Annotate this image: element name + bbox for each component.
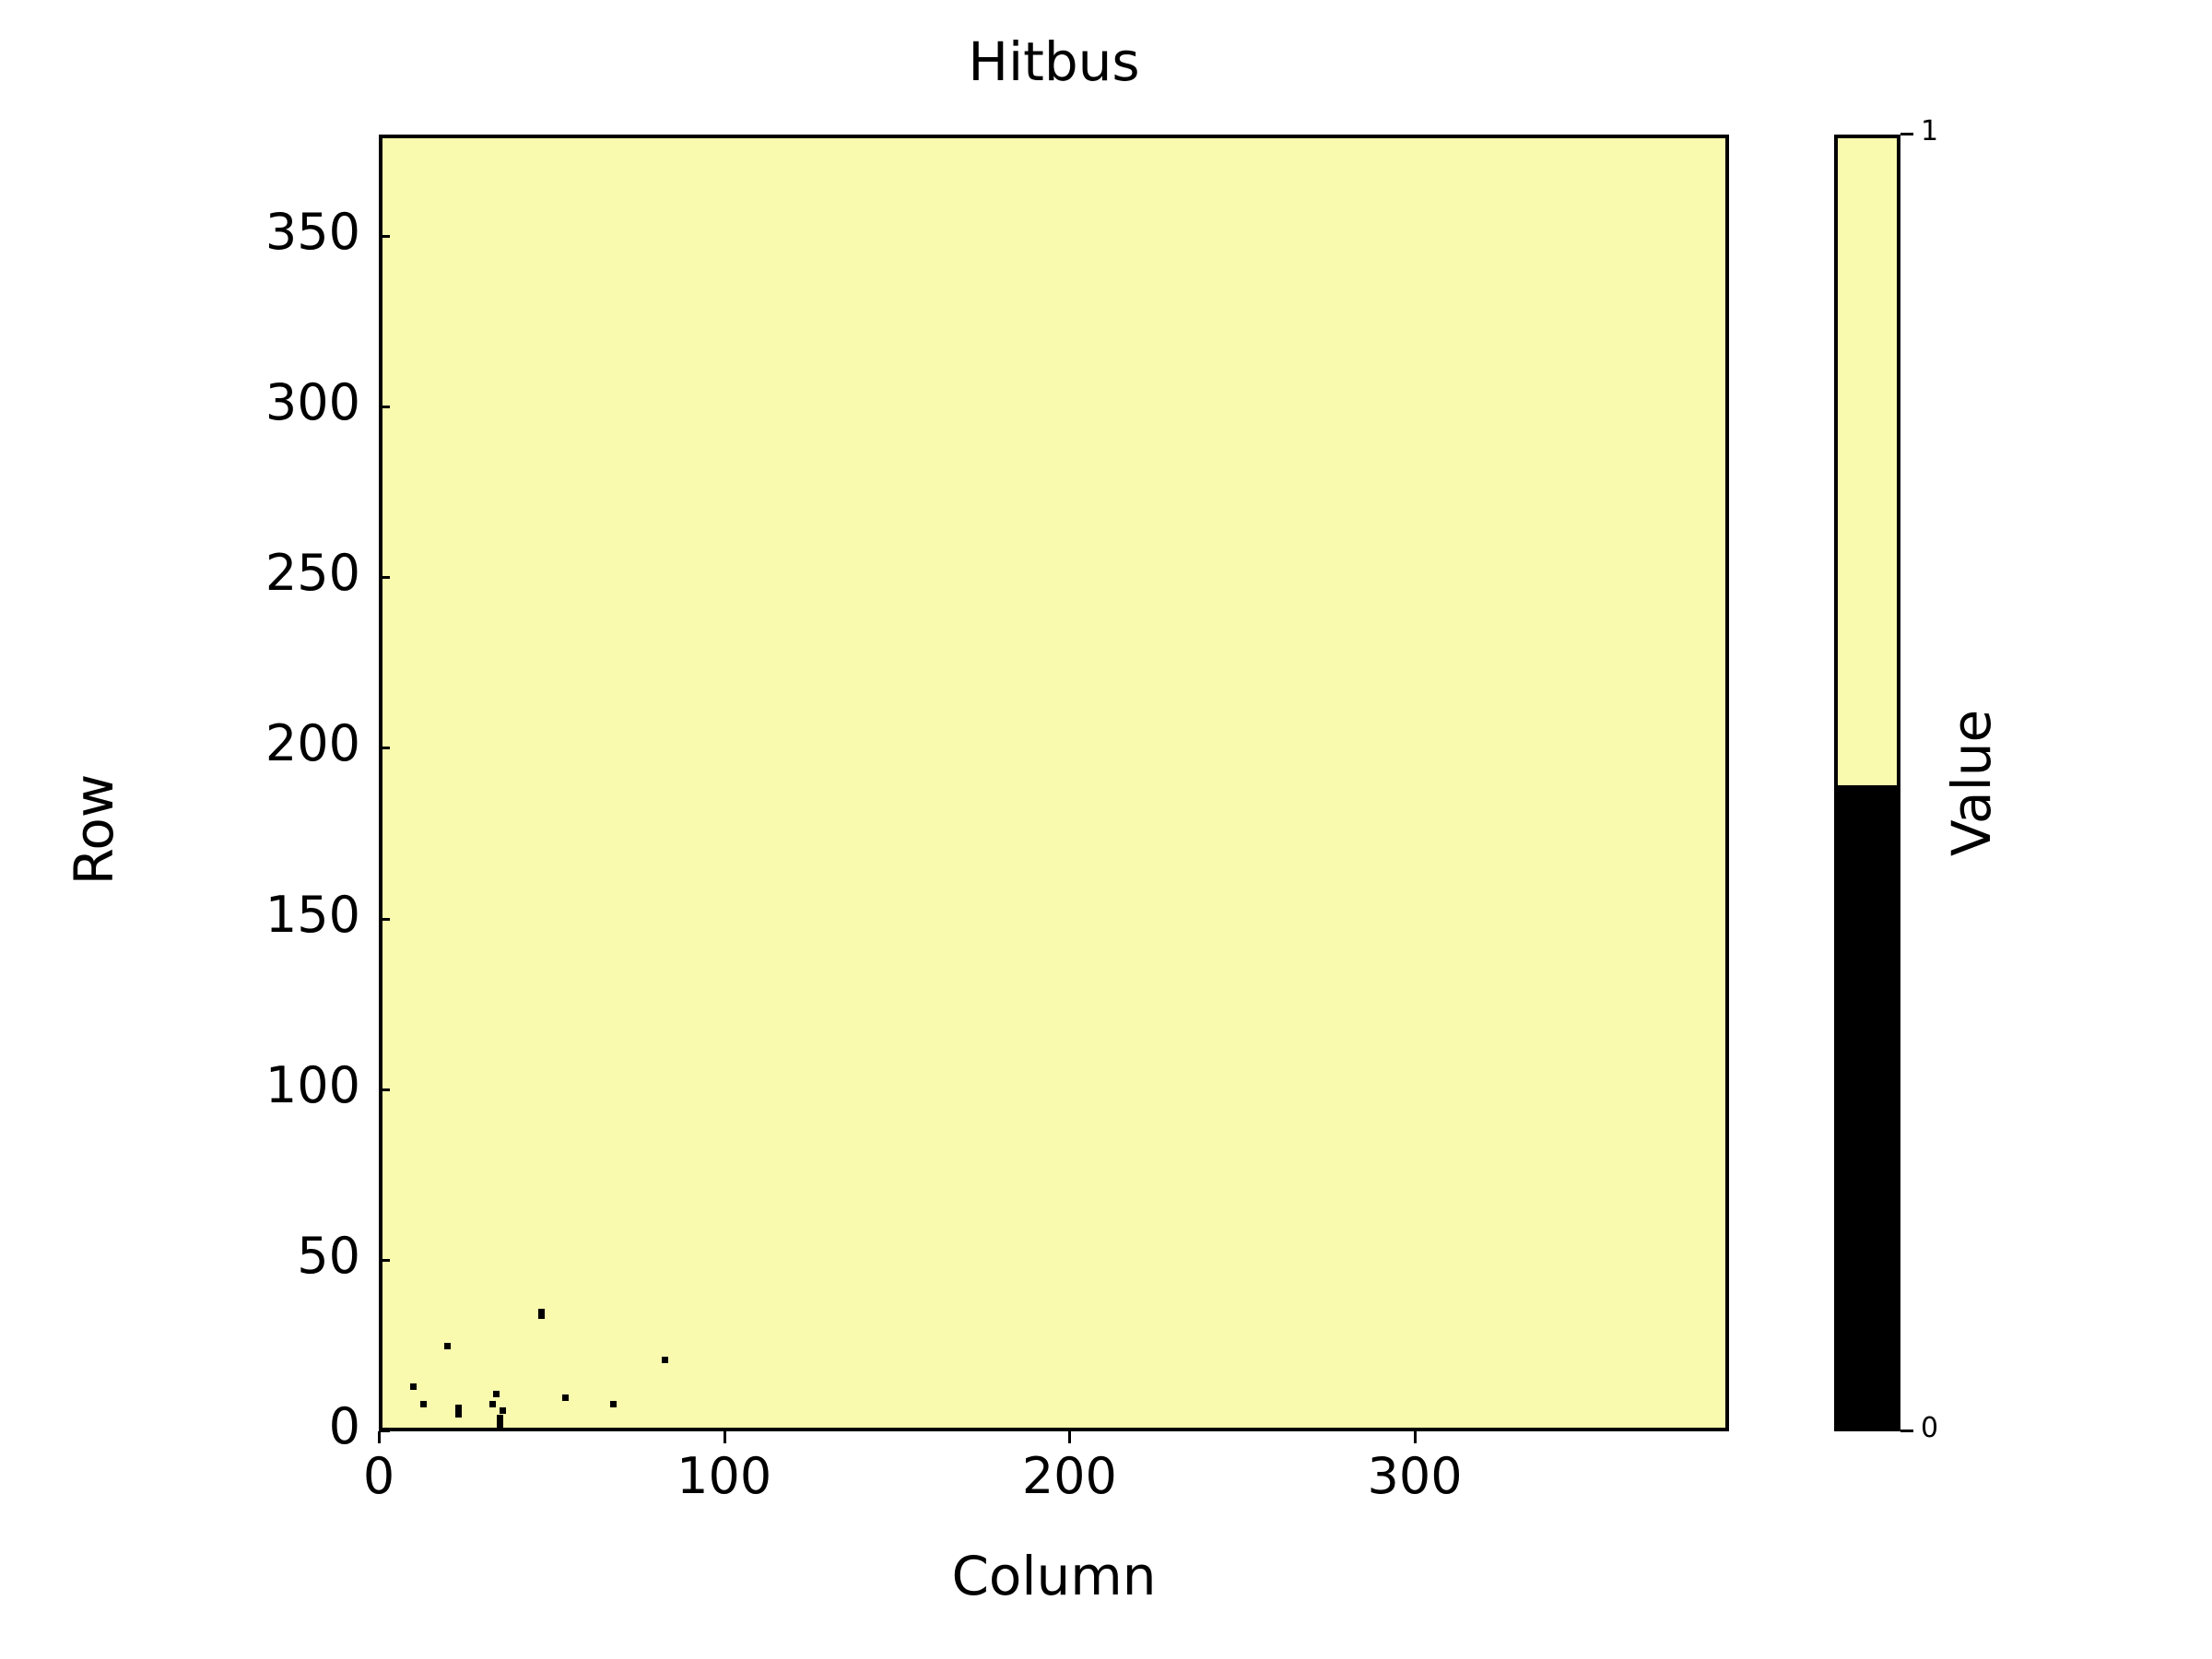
heatmap-cell bbox=[496, 1421, 503, 1428]
heatmap-cell bbox=[496, 1414, 503, 1421]
heatmap-cell bbox=[444, 1343, 452, 1350]
heatmap-cell bbox=[500, 1407, 507, 1415]
y-axis-label-text: Row bbox=[63, 773, 125, 886]
x-tick-mark bbox=[723, 1431, 726, 1443]
page-title: Hitbus bbox=[968, 30, 1140, 93]
y-tick-mark bbox=[379, 406, 390, 409]
heatmap-cell bbox=[537, 1309, 545, 1315]
y-tick-label: 350 bbox=[265, 203, 360, 262]
x-tick-mark bbox=[1068, 1431, 1072, 1443]
y-tick-label: 150 bbox=[265, 885, 360, 944]
y-tick-mark bbox=[379, 1430, 390, 1432]
x-tick-mark bbox=[1414, 1431, 1418, 1443]
y-tick-mark bbox=[379, 917, 390, 921]
colorbar-label: Value bbox=[1939, 135, 2004, 1431]
x-tick-label: 300 bbox=[1367, 1447, 1463, 1505]
x-axis-label: Column bbox=[951, 1545, 1157, 1607]
y-tick-mark bbox=[379, 1088, 390, 1091]
x-tick-mark bbox=[378, 1431, 381, 1443]
y-axis-label: Row bbox=[0, 0, 125, 1659]
colorbar-low-band bbox=[1838, 785, 1897, 1428]
heatmap-cell bbox=[610, 1400, 618, 1407]
heatmap-cell bbox=[489, 1400, 497, 1407]
heatmap-cells bbox=[382, 138, 1725, 1428]
heatmap-cell bbox=[492, 1390, 500, 1397]
heatmap-plot-area bbox=[379, 135, 1729, 1431]
colorbar-tick-label: 0 bbox=[1921, 1412, 1939, 1444]
colorbar bbox=[1834, 135, 1900, 1431]
x-tick-label: 100 bbox=[677, 1447, 772, 1505]
heatmap-cell bbox=[561, 1394, 569, 1401]
y-tick-mark bbox=[379, 235, 390, 239]
colorbar-high-band bbox=[1838, 138, 1897, 786]
heatmap-cell bbox=[454, 1407, 462, 1415]
y-tick-label: 100 bbox=[265, 1055, 360, 1114]
heatmap-cell bbox=[454, 1404, 462, 1411]
y-tick-mark bbox=[379, 747, 390, 750]
y-tick-label: 300 bbox=[265, 373, 360, 432]
y-tick-label: 0 bbox=[328, 1397, 360, 1455]
x-tick-label: 200 bbox=[1021, 1447, 1117, 1505]
heatmap-cell bbox=[409, 1383, 417, 1391]
heatmap-cell bbox=[496, 1418, 503, 1425]
colorbar-tick-mark bbox=[1900, 133, 1913, 135]
heatmap-cell bbox=[454, 1411, 462, 1418]
y-tick-mark bbox=[379, 1258, 390, 1262]
heatmap-cell bbox=[537, 1312, 545, 1319]
colorbar-tick-label: 1 bbox=[1921, 115, 1939, 147]
y-tick-label: 200 bbox=[265, 714, 360, 773]
y-tick-mark bbox=[379, 576, 390, 580]
colorbar-tick-mark bbox=[1900, 1430, 1913, 1432]
y-tick-label: 250 bbox=[265, 544, 360, 603]
x-tick-label: 0 bbox=[362, 1447, 395, 1505]
heatmap-cell bbox=[420, 1400, 428, 1407]
colorbar-label-text: Value bbox=[1940, 709, 2003, 857]
y-tick-label: 50 bbox=[297, 1226, 360, 1285]
heatmap-cell bbox=[662, 1356, 669, 1363]
